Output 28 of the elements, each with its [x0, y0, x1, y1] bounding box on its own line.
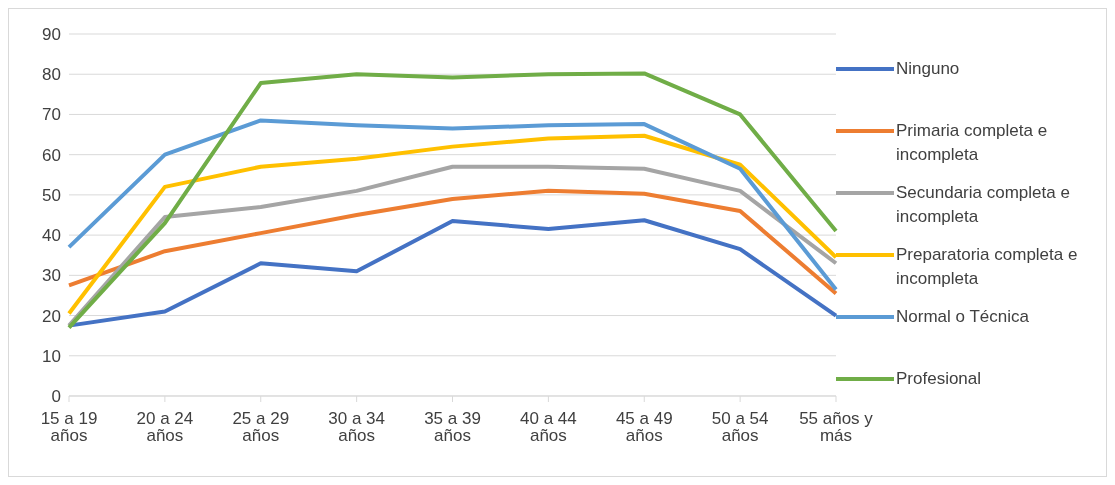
x-tick-label: 50 a 54 años	[711, 409, 769, 446]
x-tick-label: 30 a 34 años	[328, 409, 385, 446]
y-tick-label: 10	[42, 346, 61, 366]
y-tick-label: 40	[42, 226, 61, 246]
y-tick-label: 30	[42, 266, 61, 286]
line-series	[67, 118, 838, 292]
line-series	[67, 164, 838, 328]
y-tick-label: 90	[42, 25, 61, 45]
x-tick-label: 45 a 49 años	[615, 409, 673, 446]
x-tick-label: 15 a 19 años	[40, 409, 98, 446]
legend-label: Secundaria completa e incompleta	[896, 181, 1071, 228]
y-tick-label: 20	[42, 306, 61, 326]
x-tick-label: 55 años y más	[799, 409, 874, 446]
y-tick-label: 80	[42, 65, 61, 85]
x-tick-label: 35 a 39 años	[424, 409, 481, 446]
legend-label: Normal o Técnica	[896, 305, 1029, 328]
x-tick-label: 20 a 24 años	[136, 409, 194, 446]
legend-label: Primaria completa e incompleta	[896, 119, 1049, 166]
y-tick-label: 50	[42, 185, 61, 205]
legend-label: Preparatoria completa e incompleta	[896, 243, 1079, 290]
legend-label: Ninguno	[896, 57, 960, 80]
line-series	[67, 188, 838, 296]
y-tick-label: 0	[51, 387, 61, 407]
x-tick-label: 40 a 44 años	[520, 409, 577, 446]
y-tick-label: 70	[42, 105, 61, 125]
y-tick-label: 60	[42, 145, 61, 165]
legend-label: Profesional	[896, 367, 982, 390]
x-tick-label: 25 a 29 años	[232, 409, 290, 446]
